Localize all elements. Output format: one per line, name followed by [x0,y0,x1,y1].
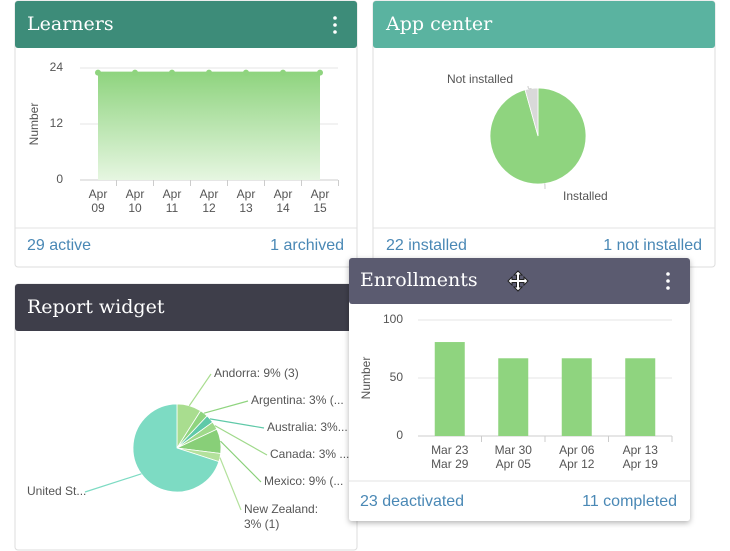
slice-label-box: Andorra: 9% (3) [214,366,299,380]
app-center-card: App center Installed Not installed 22 ins… [372,0,716,268]
x-tick-label: 14 [276,201,290,215]
point [243,69,249,76]
x-tick-label: 12 [202,201,216,215]
x-tick-label: Apr [89,187,108,201]
chart: Installed Not installed [447,72,608,203]
card-header [15,284,357,331]
x-tick-label: 15 [313,201,327,215]
slice-label: Canada: 3% ... [270,447,350,461]
x-tick-label: Apr [163,187,182,201]
slice-label: Installed [563,189,608,203]
menu-button[interactable] [333,16,337,34]
leader-line [84,473,142,493]
move-icon[interactable] [507,270,529,292]
card-header [373,1,715,48]
card-title: Learners [27,13,114,35]
leader-line [219,457,242,511]
bar [434,342,465,436]
slice-label: Andorra: 9% (3) [214,366,299,380]
slice-label-box: Mexico: 9% (... [264,474,344,488]
x-tick-label: Apr [126,187,145,201]
x-tick-label: Apr 05 [496,457,532,471]
x-tick-label: Apr [237,187,256,201]
card-title: App center [385,13,493,35]
x-tick-label: 10 [128,201,142,215]
y-axis-label: Number [359,357,373,400]
x-tick-label: Mar 23 [431,443,469,457]
card-header [15,1,357,48]
slice-label-box: Australia: 3%... [267,420,348,434]
card-title: Report widget [27,296,165,318]
x-tick-label: 13 [239,201,253,215]
leader-line [209,418,265,429]
bar [561,358,592,436]
x-tick-label: Apr 19 [623,457,659,471]
y-tick-label: 50 [390,370,404,384]
footer-left[interactable]: 22 installed [386,237,467,254]
x-tick-label: Apr [311,187,330,201]
footer-right[interactable]: 1 not installed [603,237,702,254]
slice-label: United St... [27,484,87,498]
x-tick-label: Mar 30 [495,443,533,457]
x-tick-label: 11 [166,201,179,215]
slice-label-box: New Zealand: 3% (1) [244,502,319,531]
slice-label: New Zealand: 3% (1) [244,502,319,531]
x-tick-label: Mar 29 [431,457,469,471]
footer-right[interactable]: 1 archived [270,237,344,254]
slice-label-box: Argentina: 3% (... [251,393,344,407]
y-tick-label: 100 [383,312,403,326]
x-tick-label: Apr 12 [559,457,595,471]
area [98,72,320,180]
x-tick-label: Apr 13 [623,443,659,457]
x-tick-label: Apr [274,187,293,201]
x-tick-label: Apr 06 [559,443,595,457]
footer-left[interactable]: 29 active [27,237,91,254]
y-tick-label: 0 [56,172,63,186]
card-title: Enrollments [360,269,478,291]
y-axis-label: Number [27,103,41,146]
x-tick-label: Apr [200,187,219,201]
point [280,69,286,76]
y-tick-label: 24 [50,60,64,74]
learners-card: Learners 01224NumberApr09Apr10Apr11Apr12… [14,0,358,268]
leader-line [214,425,268,456]
slice-label-box: United St... [27,484,87,498]
chart: 01224NumberApr09Apr10Apr11Apr12Apr13Apr1… [27,60,339,215]
leader-line [220,440,262,483]
leader-line [203,400,249,414]
slice-label-box: Canada: 3% ... [270,447,350,461]
menu-button[interactable] [666,272,670,290]
x-tick-label: 09 [91,201,105,215]
leader-line [527,85,532,90]
point [206,69,212,76]
chart: Andorra: 9% (3) Argentina: 3% (... Austral… [27,366,350,531]
y-tick-label: 0 [396,428,403,442]
footer-right[interactable]: 11 completed [582,493,677,510]
point [95,69,101,76]
y-tick-label: 12 [50,116,64,130]
leader-line [188,373,212,407]
footer-left[interactable]: 23 deactivated [360,493,464,510]
slice-label: Mexico: 9% (... [264,474,344,488]
bar [498,358,529,436]
point [317,69,323,76]
slice-label: Not installed [447,72,513,86]
pie-slice [524,87,539,137]
point [132,69,138,76]
report-card: Report widget Andorra: 9% (3) Argentina: … [14,283,358,551]
bar [625,358,656,436]
slice-label: Australia: 3%... [267,420,348,434]
slice-label: Argentina: 3% (... [251,393,344,407]
point [169,69,175,76]
